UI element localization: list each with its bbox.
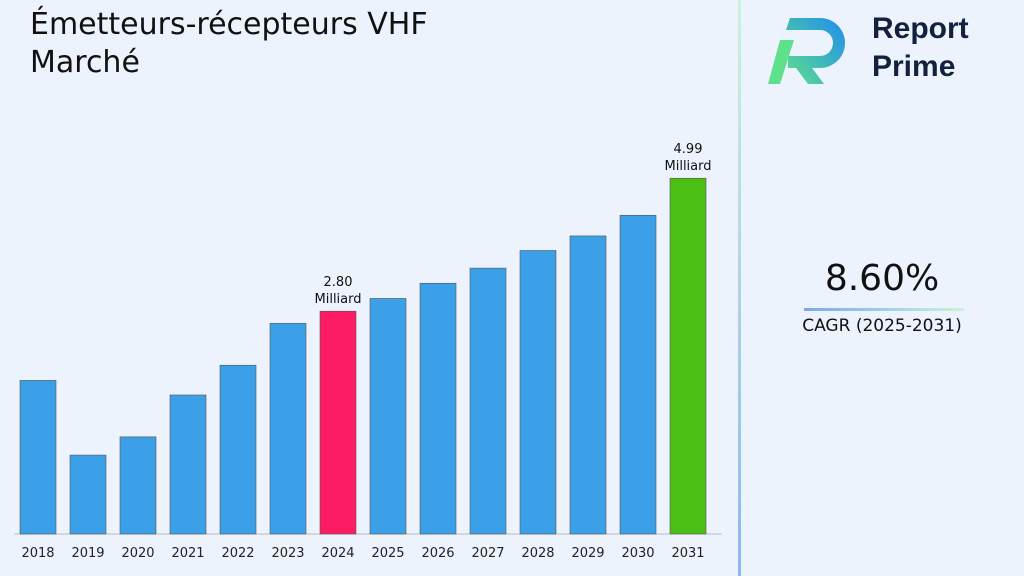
bar: [19, 380, 57, 535]
bar: [469, 267, 507, 535]
value-label: 2.80 Milliard: [314, 275, 362, 308]
brand-text: Report: [872, 12, 969, 45]
bar: [569, 235, 607, 535]
bar: [369, 298, 407, 535]
bar: [669, 177, 707, 535]
bar: [69, 454, 107, 535]
bar: [169, 394, 207, 535]
bar: [619, 214, 657, 535]
brand-text: Prime: [872, 50, 956, 83]
value-label: 4.99 Milliard: [664, 142, 712, 175]
x-tick-label: 2029: [571, 546, 604, 561]
divider: [738, 0, 741, 576]
x-tick-label: 2028: [521, 546, 554, 561]
logo-icon: [768, 18, 845, 84]
x-tick-label: 2023: [271, 546, 304, 561]
bar: [119, 436, 157, 535]
x-tick-label: 2027: [471, 546, 504, 561]
x-tick-label: 2021: [171, 546, 204, 561]
bar: [319, 310, 357, 535]
x-tick-label: 2031: [671, 546, 704, 561]
bar: [419, 282, 457, 535]
x-tick-label: 2019: [71, 546, 104, 561]
x-tick-label: 2022: [221, 546, 254, 561]
bar: [519, 250, 557, 535]
x-tick-label: 2020: [121, 546, 154, 561]
x-tick-label: 2030: [621, 546, 654, 561]
x-tick-label: 2018: [21, 546, 54, 561]
bar: [219, 364, 257, 535]
cagr-value: 8.60%: [824, 258, 940, 299]
underline: [804, 308, 964, 311]
bar: [269, 323, 307, 535]
x-tick-label: 2025: [371, 546, 404, 561]
chart-title: Émetteurs-récepteurs VHF Marché: [30, 7, 428, 80]
cagr-label: CAGR (2025-2031): [802, 316, 962, 336]
x-tick-label: 2026: [421, 546, 454, 561]
x-tick-label: 2024: [321, 546, 354, 561]
